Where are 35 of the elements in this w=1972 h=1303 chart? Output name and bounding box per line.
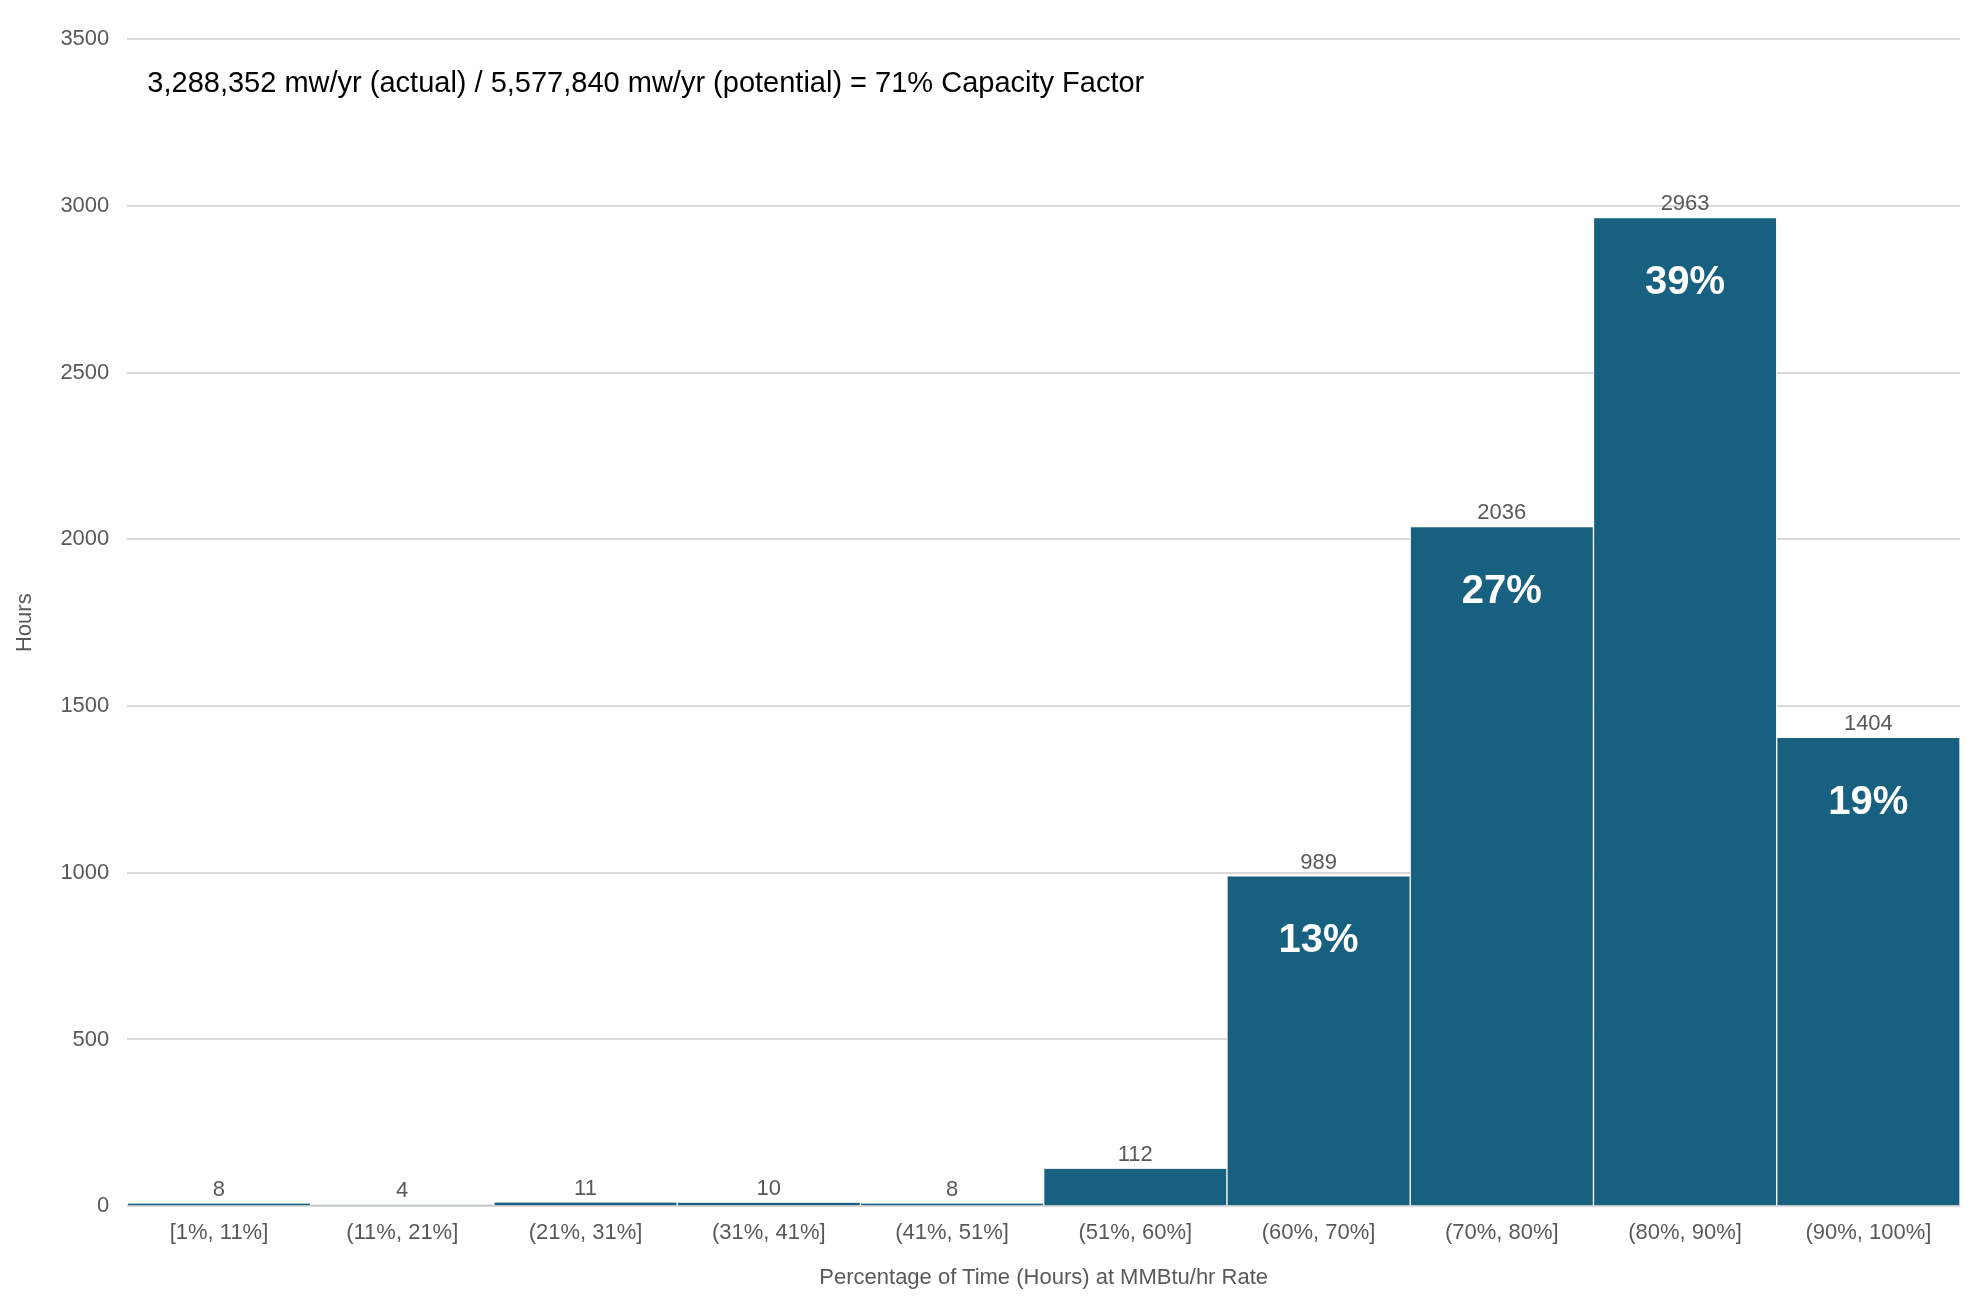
y-tick-label: 1500 [60,692,110,718]
text: 3,288,352 mw/yr (actual) / 5,577,840 mw/yr (potential) = 71% Capacity Factor [147,66,1145,99]
data-label: 112 [1117,1140,1153,1166]
y-tick-label: 3500 [60,25,110,51]
y-tick-label: 500 [72,1025,110,1051]
x-tick-label: (90%, 100%] [1805,1219,1932,1245]
data-label: 8 [212,1175,226,1201]
y-tick-label: 1000 [60,858,110,884]
data-label: 10 [756,1174,782,1200]
data-label: 11 [574,1174,597,1200]
annotation: 19% [1828,778,1909,823]
y-tick-label: 0 [97,1192,110,1218]
x-tick-label: (41%, 51%] [895,1219,1009,1245]
y-tick-label: 2000 [60,525,110,551]
x-axis-title: Percentage of Time (Hours) at MMBtu/hr Rate [819,1263,1269,1289]
x-tick-label: (70%, 80%] [1444,1219,1559,1245]
x-tick-label: (31%, 41%] [711,1219,826,1245]
x-tick-label: (21%, 31%] [528,1219,643,1245]
data-label: 1404 [1843,710,1893,736]
x-tick-label: (51%, 60%] [1078,1219,1193,1245]
y-axis-title: Hours [11,593,37,653]
data-label: 8 [945,1175,959,1201]
x-tick-label: (11%, 21%] [346,1219,459,1245]
y-tick-label: 2500 [60,358,110,384]
x-tick-label: [1%, 11%] [169,1219,269,1245]
annotation: 27% [1461,567,1542,612]
annotation: 13% [1278,916,1359,961]
x-tick-label: (60%, 70%] [1261,1219,1376,1245]
data-label: 2963 [1660,190,1710,216]
annotation: 39% [1645,258,1726,303]
data-label: 989 [1300,848,1337,874]
y-tick-label: 3000 [60,191,110,217]
data-label: 4 [396,1176,409,1202]
data-label: 2036 [1477,499,1527,525]
x-tick-label: (80%, 90%] [1628,1219,1742,1245]
